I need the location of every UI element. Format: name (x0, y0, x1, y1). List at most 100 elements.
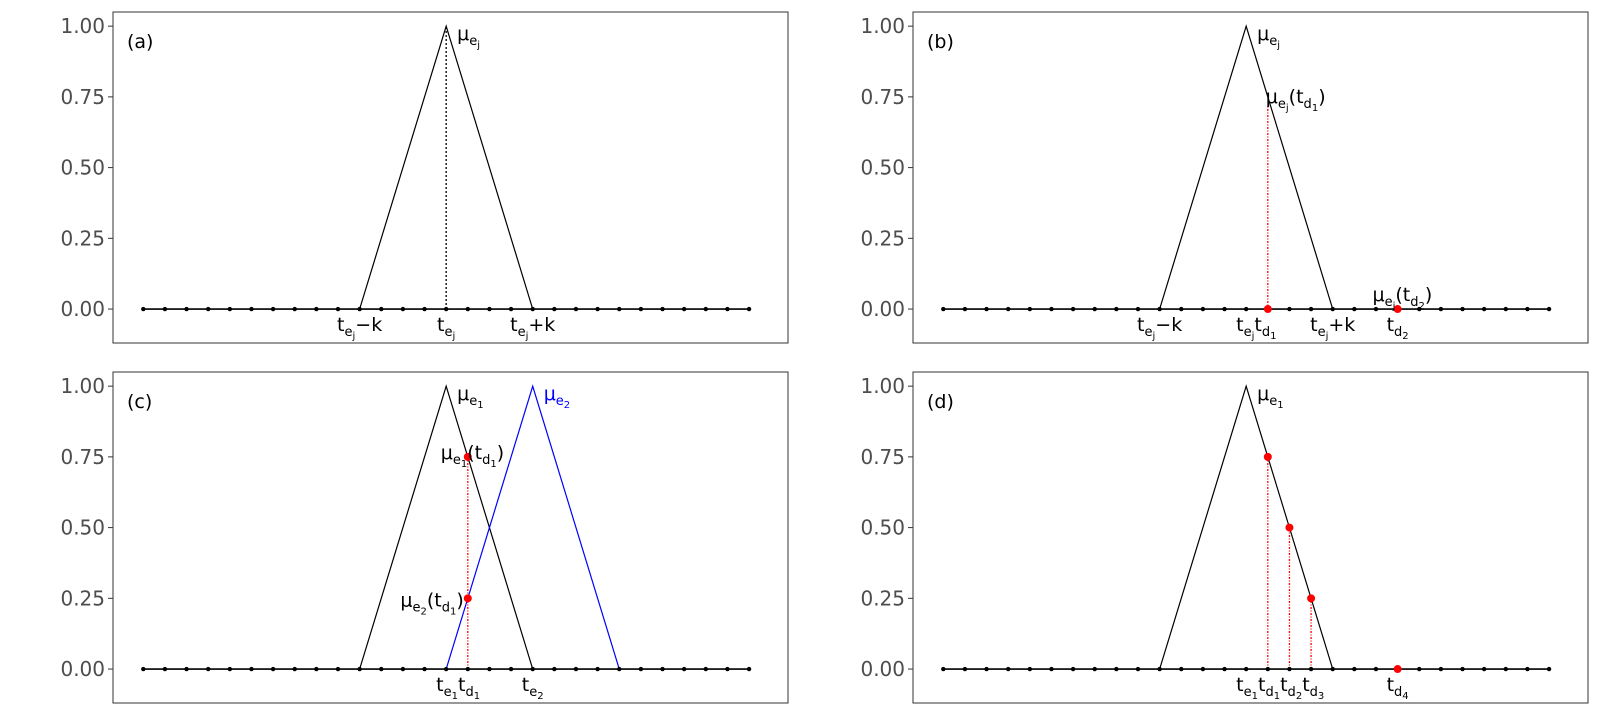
grid-point (1546, 306, 1552, 312)
annotation-label: tejtd1 (1236, 314, 1276, 342)
grid-point (1460, 306, 1465, 312)
y-tick-label: 0.00 (860, 297, 905, 321)
grid-point (638, 666, 644, 672)
grid-point (249, 306, 254, 312)
y-tick-label: 0.75 (60, 445, 105, 469)
grid-point (1308, 306, 1314, 312)
annotation-label: μej (1257, 23, 1280, 51)
grid-point (725, 306, 730, 312)
grid-point (725, 666, 730, 672)
grid-point (1157, 666, 1162, 672)
grid-point (1200, 666, 1206, 672)
grid-point (205, 666, 211, 672)
grid-point (1027, 306, 1033, 312)
grid-point (205, 306, 211, 312)
grid-point (1525, 306, 1530, 312)
membership-triangle-1 (1159, 384, 1334, 670)
grid-point (1373, 306, 1379, 312)
grid-point (465, 306, 471, 312)
grid-point (1481, 306, 1487, 312)
grid-point (184, 306, 189, 312)
grid-point (1287, 666, 1292, 672)
grid-point (703, 666, 708, 672)
y-tick-label: 0.00 (60, 297, 105, 321)
annotation-label: tej+k (510, 314, 555, 342)
highlight-point (1263, 305, 1272, 314)
annotation-label: tej (437, 314, 455, 342)
grid-point (1092, 666, 1097, 672)
grid-point (270, 306, 276, 312)
grid-point (1243, 666, 1249, 672)
grid-point (379, 306, 384, 312)
highlight-point (1393, 665, 1402, 674)
y-tick-label: 0.75 (860, 445, 905, 469)
grid-point (292, 306, 297, 312)
grid-point (595, 306, 600, 312)
grid-point (292, 666, 297, 672)
grid-point (162, 666, 168, 672)
grid-point (443, 306, 449, 312)
grid-point (227, 306, 233, 312)
panel-frame (912, 11, 1589, 344)
grid-point (1114, 306, 1119, 312)
grid-point (249, 666, 254, 672)
grid-point (357, 666, 362, 672)
annotation-label: te1td1 (436, 674, 480, 702)
grid-point (314, 306, 319, 312)
grid-point (1417, 306, 1422, 312)
grid-point (681, 666, 687, 672)
y-tick-label: 1.00 (860, 374, 905, 398)
grid-point (1222, 666, 1227, 672)
y-tick-label: 1.00 (60, 14, 105, 38)
grid-point (1157, 306, 1162, 312)
annotation-label: μe1 (457, 383, 483, 411)
grid-point (1417, 666, 1422, 672)
grid-point (335, 306, 341, 312)
grid-point (1352, 666, 1357, 672)
highlight-point (1263, 452, 1272, 461)
grid-point (617, 666, 622, 672)
annotation-label: tej−k (1137, 314, 1182, 342)
y-tick-label: 1.00 (60, 374, 105, 398)
grid-point (227, 666, 233, 672)
annotation-label: μe2(td1) (400, 589, 463, 617)
y-tick-label: 0.50 (860, 516, 905, 540)
grid-point (487, 306, 492, 312)
grid-point (141, 666, 146, 672)
panel-label: (a) (127, 31, 153, 53)
grid-point (141, 306, 146, 312)
grid-point (379, 666, 384, 672)
grid-point (1005, 666, 1011, 672)
annotation-label: μe1(td1) (441, 442, 504, 470)
grid-point (1200, 306, 1206, 312)
panel-frame (112, 11, 789, 344)
grid-point (1546, 666, 1552, 672)
grid-point (530, 666, 535, 672)
grid-point (1049, 666, 1054, 672)
annotation-label: μej(td1) (1266, 86, 1326, 114)
grid-point (1070, 306, 1076, 312)
highlight-point (1285, 523, 1294, 532)
grid-point (400, 666, 406, 672)
membership-triangle-1 (359, 384, 534, 670)
panel-label: (b) (927, 31, 954, 53)
grid-point (1330, 306, 1335, 312)
annotation-label: td4 (1387, 674, 1409, 702)
grid-point (1135, 306, 1141, 312)
grid-point (487, 666, 492, 672)
grid-point (1092, 306, 1097, 312)
y-tick-label: 0.00 (860, 657, 905, 681)
highlight-point (1393, 305, 1402, 314)
grid-point (335, 666, 341, 672)
grid-point (1438, 666, 1444, 672)
grid-point (1308, 666, 1314, 672)
y-tick-label: 0.50 (60, 156, 105, 180)
grid-point (703, 306, 708, 312)
grid-point (552, 666, 557, 672)
y-tick-label: 0.25 (60, 586, 105, 610)
y-tick-label: 0.75 (860, 85, 905, 109)
grid-point (1070, 666, 1076, 672)
grid-point (595, 666, 600, 672)
membership-triangle-2 (445, 384, 620, 670)
y-tick-label: 1.00 (860, 14, 905, 38)
